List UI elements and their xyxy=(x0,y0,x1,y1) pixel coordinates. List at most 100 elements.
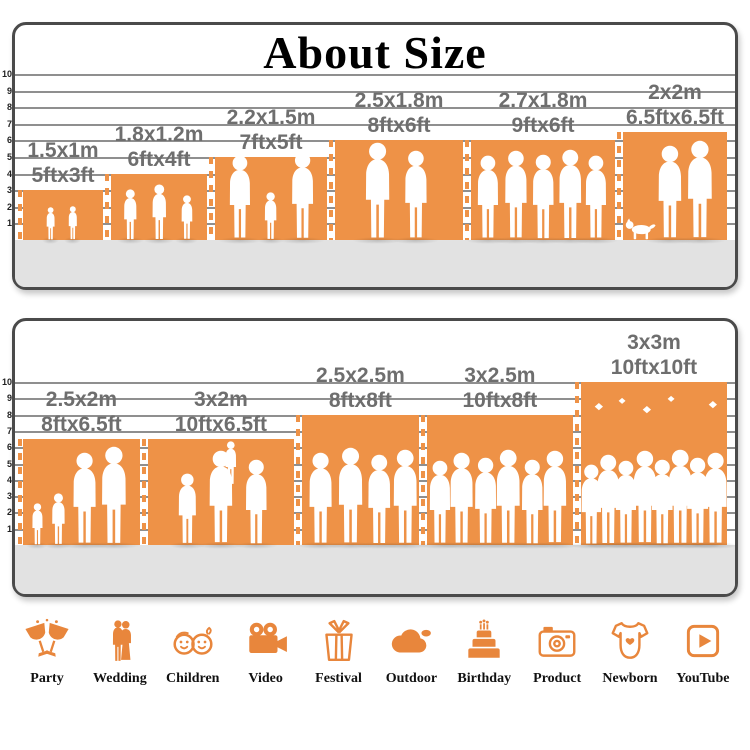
figure-shadow xyxy=(437,542,487,549)
gridline xyxy=(15,398,735,401)
category-label: Product xyxy=(533,671,582,686)
axis-tick-1: 1 xyxy=(6,218,12,229)
cap-silhouette xyxy=(642,405,652,415)
figure-shadow xyxy=(483,542,534,549)
birthday-icon xyxy=(461,618,507,664)
figure-shadow xyxy=(144,237,174,244)
axis-tick-9: 9 xyxy=(6,85,12,96)
party-icon xyxy=(24,618,70,664)
dashed-separator xyxy=(295,414,300,545)
person-silhouette xyxy=(536,450,574,545)
person-silhouette xyxy=(94,446,134,545)
person-silhouette xyxy=(66,206,80,240)
gridline xyxy=(15,382,735,384)
person-silhouette xyxy=(222,441,240,485)
page-title: About Size xyxy=(263,27,487,78)
backdrop-5ftx3ft xyxy=(23,190,103,240)
category-label: Wedding xyxy=(93,671,147,686)
children-icon xyxy=(170,618,216,664)
size-label: 2.7x1.8m 9ftx6ft xyxy=(499,88,588,138)
size-label: 2.2x1.5m 7ftx5ft xyxy=(227,105,316,155)
size-metric: 3x2m xyxy=(194,388,248,412)
newborn-icon xyxy=(607,618,653,664)
size-imperial: 9ftx6ft xyxy=(511,114,575,138)
size-metric: 2.5x2.5m xyxy=(316,363,405,387)
figure-shadow xyxy=(604,542,649,549)
category-birthday: Birthday xyxy=(451,618,517,687)
figure-shadow xyxy=(233,542,279,549)
figure-shadow xyxy=(44,542,72,549)
person-silhouette xyxy=(697,452,734,545)
size-imperial: 5ftx3ft xyxy=(31,164,95,188)
figure-shadow xyxy=(60,542,110,549)
size-imperial: 8ftx8ft xyxy=(328,388,392,412)
size-label: 2.5x1.8m 8ftx6ft xyxy=(355,88,444,138)
category-label: Birthday xyxy=(457,671,512,686)
person-silhouette xyxy=(44,207,57,240)
figure-shadow xyxy=(584,542,633,549)
person-silhouette xyxy=(239,459,274,545)
figure-shadow xyxy=(355,542,403,549)
axis-tick-2: 2 xyxy=(6,507,12,518)
figure-shadow xyxy=(620,542,670,549)
dashed-separator xyxy=(105,173,109,240)
category-label: Festival xyxy=(315,671,362,686)
size-metric: 3x2.5m xyxy=(464,363,536,387)
size-imperial: 10ftx10ft xyxy=(610,356,698,379)
axis-tick-8: 8 xyxy=(6,102,12,113)
youtube-icon xyxy=(680,618,726,664)
person-silhouette xyxy=(358,142,397,240)
person-silhouette xyxy=(680,140,720,240)
gridline xyxy=(15,123,735,126)
backdrop-8ftx6ft xyxy=(335,140,463,240)
size-metric: 2.5x1.8m xyxy=(354,89,444,113)
figure-shadow xyxy=(168,542,206,549)
axis-tick-10: 10 xyxy=(1,377,12,387)
size-metric: 2.5x2m xyxy=(45,388,118,412)
size-panel-row2: 1 2 3 4 5 6 7 8 9 10 2.5x2m 8ftx6.5ft 3x2m 10ftx6.5ft… xyxy=(2,318,740,597)
figure-shadow xyxy=(217,237,262,244)
size-imperial: 8ftx6.5ft xyxy=(41,413,122,437)
figure-shadow xyxy=(379,542,430,549)
figure-shadow xyxy=(691,542,740,549)
dashed-separator xyxy=(329,140,333,240)
size-label: 2x2m 6.5ftx6.5ft xyxy=(626,80,724,130)
category-party: Party xyxy=(14,618,80,687)
category-row: Party Wedding Children Video Festival Outdoor… xyxy=(0,618,750,687)
cap-silhouette xyxy=(594,402,604,412)
axis-tick-4: 4 xyxy=(6,168,12,179)
person-silhouette xyxy=(29,503,46,545)
person-silhouette xyxy=(285,152,320,240)
figure-shadow xyxy=(655,542,706,549)
size-imperial: 8ftx6ft xyxy=(367,114,431,138)
size-label: 3x2m 10ftx6.5ft xyxy=(175,387,267,437)
size-imperial: 6.5ftx6.5ft xyxy=(625,106,725,130)
dashed-separator xyxy=(574,382,579,545)
size-imperial: 7ftx5ft xyxy=(239,131,303,154)
cap-silhouette xyxy=(708,400,718,410)
size-imperial: 10ftx6.5ft xyxy=(174,413,268,437)
axis-tick-6: 6 xyxy=(6,135,12,146)
figure-shadow xyxy=(116,237,144,244)
size-label: 2.5x2.5m 8ftx8ft xyxy=(316,363,405,413)
category-festival: Festival xyxy=(306,618,372,687)
axis-tick-3: 3 xyxy=(6,491,12,502)
size-imperial: 6ftx4ft xyxy=(127,147,191,171)
axis-tick-3: 3 xyxy=(6,185,12,196)
category-video: Video xyxy=(233,618,299,687)
size-metric: 2.2x1.5m xyxy=(226,106,316,129)
wedding-icon xyxy=(97,618,143,664)
figure-shadow xyxy=(63,237,82,244)
size-metric: 1.5x1m xyxy=(27,139,99,163)
dashed-separator xyxy=(420,414,425,545)
axis-tick-6: 6 xyxy=(6,442,12,453)
figure-shadow xyxy=(569,542,613,549)
axis-tick-9: 9 xyxy=(6,393,12,404)
outdoor-icon xyxy=(388,618,434,664)
dashed-separator xyxy=(465,140,469,240)
size-metric: 2x2m xyxy=(648,81,702,105)
figure-shadow xyxy=(520,237,566,244)
size-metric: 2.7x1.8m xyxy=(498,89,588,113)
category-product: Product xyxy=(524,618,590,687)
